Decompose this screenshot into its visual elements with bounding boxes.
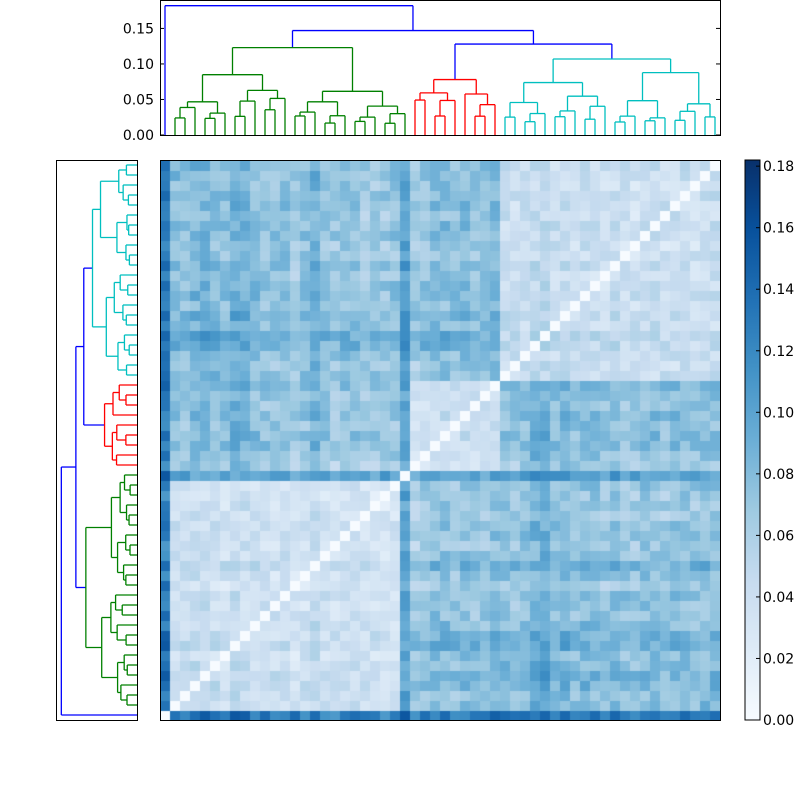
top-dendrogram-frame [160,0,721,136]
colorbar-tick-label: 0.02 [763,651,794,667]
colorbar-tick-label: 0.16 [763,221,794,237]
colorbar-tick-label: 0.14 [763,282,794,298]
y-tick-label: 0.15 [123,21,154,37]
colorbar-tick-label: 0.00 [763,713,794,729]
colorbar: 0.00 0.02 0.04 0.06 0.08 0.10 0.12 0.14 0.16 0.18 [735,150,800,740]
y-tick-label: 0.00 [123,128,154,144]
colorbar-tick-label: 0.10 [763,405,794,421]
colorbar-tick-label: 0.04 [763,590,794,606]
colorbar-tick-label: 0.12 [763,344,794,360]
colorbar-gradient [744,159,761,721]
heatmap [160,160,720,720]
colorbar-tick-label: 0.18 [763,159,794,175]
colorbar-tick-label: 0.06 [763,528,794,544]
y-tick-label: 0.10 [123,57,154,73]
heatmap-canvas [160,160,720,720]
left-dendrogram-frame [56,160,138,721]
top-dendrogram: 0.00 0.05 0.10 0.15 [100,0,725,150]
y-tick-label: 0.05 [123,92,154,108]
left-dendrogram [50,155,145,725]
colorbar-tick-label: 0.08 [763,467,794,483]
top-dendrogram-plot: 0.00 0.05 0.10 0.15 [123,0,721,144]
left-dendrogram-plot [56,160,138,721]
colorbar-plot: 0.00 0.02 0.04 0.06 0.08 0.10 0.12 0.14 0.16 0.18 [744,159,794,729]
